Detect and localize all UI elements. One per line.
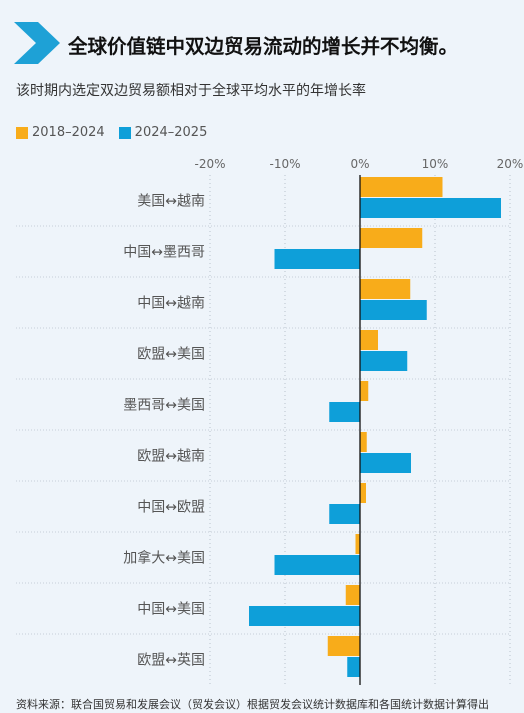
category-label: 欧盟↔英国 xyxy=(137,652,205,669)
category-label: 中国↔美国 xyxy=(137,602,205,618)
legend-item-1: 2018–2024 xyxy=(16,125,105,140)
category-label: 加拿大↔美国 xyxy=(123,550,205,567)
x-tick-label: 20% xyxy=(497,157,524,171)
chevron-logo-icon xyxy=(14,22,60,64)
source-note: 资料来源：联合国贸易和发展会议（贸发会议）根据贸发会议统计数据库和各国统计数据计… xyxy=(16,698,489,711)
bar-orange xyxy=(327,636,360,656)
bar-orange xyxy=(360,330,378,350)
bar-blue xyxy=(360,300,427,320)
chart-subtitle: 该时期内选定双边贸易额相对于全球平均水平的年增长率 xyxy=(16,83,366,99)
legend-label-2: 2024–2025 xyxy=(134,125,208,140)
bar-orange xyxy=(355,534,360,554)
legend: 2018–2024 2024–2025 xyxy=(16,125,221,140)
category-label: 美国↔越南 xyxy=(137,194,205,210)
bar-orange xyxy=(360,483,366,503)
legend-swatch-blue xyxy=(118,126,131,139)
x-tick-label: 10% xyxy=(422,157,449,171)
bar-blue xyxy=(274,555,360,575)
category-label: 欧盟↔越南 xyxy=(137,449,205,465)
category-label: 中国↔墨西哥 xyxy=(123,245,205,261)
bar-orange xyxy=(360,177,443,197)
legend-label-1: 2018–2024 xyxy=(32,125,105,140)
x-tick-label: -20% xyxy=(194,157,225,171)
bar-blue xyxy=(360,453,411,473)
legend-swatch-orange xyxy=(16,126,28,139)
x-tick-label: -10% xyxy=(269,157,300,171)
category-label: 欧盟↔美国 xyxy=(137,347,205,363)
bar-orange xyxy=(360,381,369,401)
bar-blue xyxy=(249,606,360,626)
category-label: 中国↔欧盟 xyxy=(137,500,205,516)
bar-chart: -20% -10% 0% 10% 20% 美国↔越南中国↔墨西哥中国↔越南欧盟↔美国墨西哥… xyxy=(16,157,524,685)
category-label: 中国↔越南 xyxy=(137,296,205,312)
bar-blue xyxy=(360,351,408,371)
page-title: 全球价值链中双边贸易流动的增长并不均衡。 xyxy=(68,35,459,58)
legend-item-2: 2024–2025 xyxy=(118,125,208,140)
bar-blue xyxy=(274,249,360,269)
bar-orange xyxy=(360,228,423,248)
bar-blue xyxy=(329,402,360,422)
x-tick-label: 0% xyxy=(350,157,369,171)
bar-blue xyxy=(347,657,360,677)
bar-orange xyxy=(360,279,411,299)
bar-orange xyxy=(360,432,367,452)
bar-blue xyxy=(360,198,501,218)
bar-orange xyxy=(345,585,360,605)
bar-blue xyxy=(329,504,360,524)
category-label: 墨西哥↔美国 xyxy=(123,398,205,414)
